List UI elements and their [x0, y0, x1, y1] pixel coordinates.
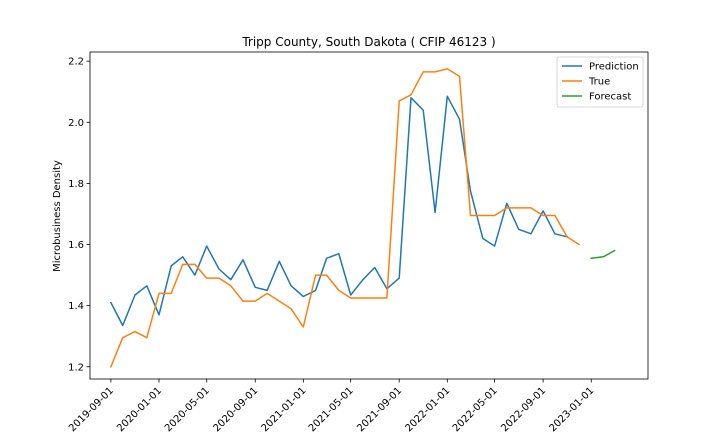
series-line-true: [109, 68, 581, 368]
legend-label-true: True: [588, 77, 610, 88]
y-tick-label: 1.8: [68, 179, 84, 190]
y-tick-label: 2.0: [68, 118, 84, 129]
y-tick-label: 1.2: [68, 362, 84, 373]
legend: Prediction True Forecast: [556, 56, 644, 108]
y-axis: 1.2 1.4 1.6 1.8 2.0 2.2: [68, 57, 90, 373]
chart-title: Tripp County, South Dakota ( CFIP 46123 …: [241, 35, 495, 49]
y-tick-label: 1.6: [68, 240, 84, 251]
legend-box: [556, 56, 644, 108]
y-tick-label: 1.4: [68, 301, 84, 312]
legend-label-prediction: Prediction: [589, 62, 639, 73]
y-axis-label: Microbusiness Density: [52, 160, 63, 272]
plot-frame: [89, 51, 649, 380]
y-tick-label: 2.2: [68, 57, 84, 68]
series-line-forecast: [590, 249, 616, 260]
legend-label-forecast: Forecast: [589, 92, 631, 103]
series-line-prediction: [109, 95, 569, 327]
